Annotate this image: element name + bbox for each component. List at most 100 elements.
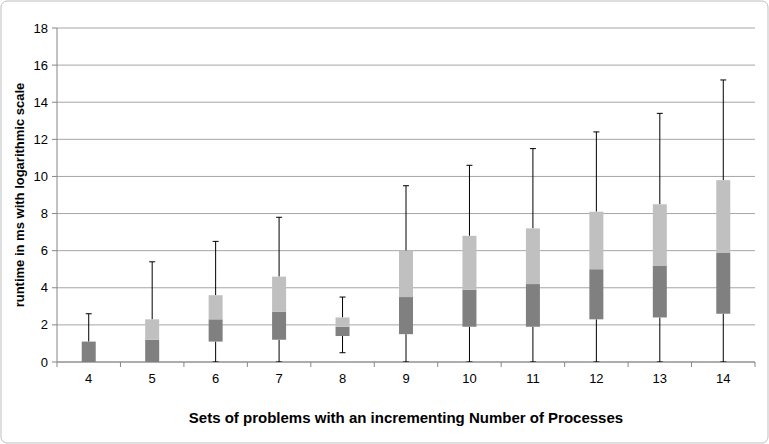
- y-axis-label: runtime in ms with logarithmic scale: [12, 83, 27, 308]
- box-lower: [82, 342, 96, 362]
- box-lower: [336, 327, 350, 336]
- chart: 0246810121416184567891011121314runtime i…: [0, 0, 769, 444]
- x-tick-label: 11: [526, 371, 540, 386]
- x-tick: [183, 362, 184, 367]
- box-upper: [399, 251, 413, 297]
- x-tick: [120, 362, 121, 367]
- whisker-low: [469, 327, 470, 362]
- box-upper: [82, 341, 96, 342]
- y-tick: [52, 176, 57, 177]
- box-lower: [526, 284, 540, 327]
- y-tick-label: 10: [34, 169, 48, 184]
- box-lower: [653, 266, 667, 318]
- x-tick: [310, 362, 311, 367]
- whisker-high: [279, 217, 280, 276]
- box-upper: [209, 295, 223, 319]
- box-lower: [209, 319, 223, 341]
- whisker-cap-low: [593, 362, 599, 363]
- box-lower: [462, 290, 476, 327]
- chart-frame: [1, 1, 768, 443]
- y-tick: [52, 65, 57, 66]
- whisker-cap-high: [466, 165, 472, 166]
- box-upper: [145, 319, 159, 339]
- x-tick-label: 9: [402, 371, 409, 386]
- x-axis-label: Sets of problems with an incrementing Nu…: [189, 409, 623, 426]
- x-tick-label: 7: [275, 371, 282, 386]
- x-tick: [374, 362, 375, 367]
- whisker-cap-high: [530, 148, 536, 149]
- whisker-high: [406, 186, 407, 251]
- x-tick: [628, 362, 629, 367]
- whisker-cap-high: [657, 113, 663, 114]
- y-tick: [52, 324, 57, 325]
- whisker-low: [723, 314, 724, 362]
- whisker-cap-high: [213, 241, 219, 242]
- y-tick-label: 4: [41, 280, 48, 295]
- x-tick-label: 4: [85, 371, 92, 386]
- y-tick: [52, 102, 57, 103]
- y-tick-label: 0: [41, 355, 48, 370]
- y-tick: [52, 213, 57, 214]
- whisker-cap-low: [466, 362, 472, 363]
- box-upper: [716, 180, 730, 252]
- box-upper: [653, 204, 667, 265]
- x-tick-label: 14: [716, 371, 730, 386]
- box-upper: [526, 228, 540, 284]
- whisker-cap-low: [276, 362, 282, 363]
- whisker-cap-low: [340, 352, 346, 353]
- grid-line: [57, 139, 755, 140]
- x-axis: [57, 362, 755, 363]
- whisker-cap-high: [276, 217, 282, 218]
- whisker-high: [342, 297, 343, 317]
- whisker-cap-high: [86, 313, 92, 314]
- grid-line: [57, 362, 755, 363]
- y-tick: [52, 28, 57, 29]
- whisker-high: [152, 262, 153, 320]
- whisker-low: [215, 342, 216, 362]
- y-tick: [52, 362, 57, 363]
- y-tick-label: 18: [34, 21, 48, 36]
- grid-line: [57, 102, 755, 103]
- x-tick-label: 12: [589, 371, 603, 386]
- x-tick-label: 5: [149, 371, 156, 386]
- y-tick-label: 6: [41, 243, 48, 258]
- x-tick: [501, 362, 502, 367]
- y-tick-label: 14: [34, 95, 48, 110]
- grid-line: [57, 176, 755, 177]
- grid-line: [57, 65, 755, 66]
- x-tick: [437, 362, 438, 367]
- whisker-high: [659, 113, 660, 204]
- y-tick-label: 8: [41, 206, 48, 221]
- box-lower: [145, 340, 159, 362]
- whisker-low: [659, 317, 660, 362]
- y-tick-label: 16: [34, 58, 48, 73]
- whisker-high: [596, 132, 597, 212]
- whisker-cap-high: [403, 185, 409, 186]
- x-tick: [691, 362, 692, 367]
- x-tick-label: 10: [462, 371, 476, 386]
- box-upper: [272, 277, 286, 312]
- whisker-high: [532, 149, 533, 229]
- x-tick-label: 8: [339, 371, 346, 386]
- whisker-cap-high: [593, 131, 599, 132]
- whisker-high: [88, 314, 89, 342]
- y-tick-label: 2: [41, 317, 48, 332]
- y-tick: [52, 139, 57, 140]
- whisker-low: [279, 340, 280, 362]
- box-upper: [336, 317, 350, 326]
- whisker-cap-low: [657, 362, 663, 363]
- whisker-cap-low: [403, 362, 409, 363]
- grid-line: [57, 28, 755, 29]
- whisker-cap-low: [720, 362, 726, 363]
- x-tick: [247, 362, 248, 367]
- whisker-low: [532, 327, 533, 362]
- y-tick: [52, 287, 57, 288]
- whisker-cap-high: [340, 297, 346, 298]
- x-tick-label: 13: [653, 371, 667, 386]
- whisker-low: [342, 336, 343, 353]
- whisker-high: [215, 241, 216, 295]
- whisker-cap-low: [213, 362, 219, 363]
- y-tick-label: 12: [34, 132, 48, 147]
- box-lower: [589, 269, 603, 319]
- whisker-low: [596, 319, 597, 362]
